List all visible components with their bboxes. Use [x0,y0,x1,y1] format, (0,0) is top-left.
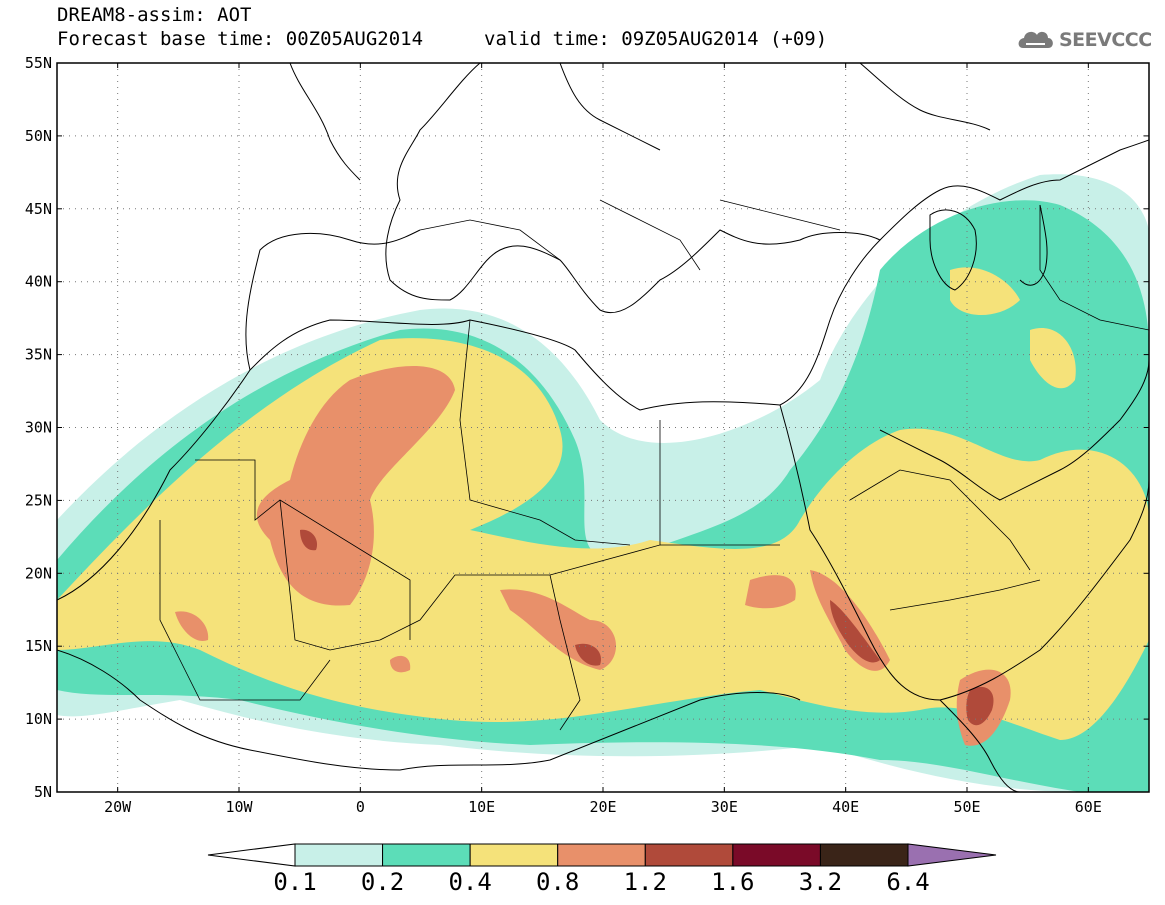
lon-tick-label: 10E [468,798,495,816]
lat-tick-label: 15N [25,637,52,655]
seevccc-logo: SEEVCCC [1059,29,1152,51]
aot-band-1.2 [966,686,994,726]
aot-band-0.8 [745,575,796,609]
lon-tick-label: 10W [225,798,253,816]
cloud-icon [1018,31,1053,48]
colorbar [207,843,997,867]
lat-tick-label: 55N [25,54,52,72]
colorbar-overflow [907,843,997,867]
lon-tick-label: 30E [711,798,738,816]
lat-tick-label: 30N [25,419,52,437]
colorbar-level-label: 0.8 [536,868,580,896]
lat-tick-label: 25N [25,491,52,509]
lat-tick-label: 10N [25,710,52,728]
colorbar-level-label: 1.6 [711,868,755,896]
base-time-label: Forecast base time: 00Z05AUG2014 [57,28,424,50]
lon-tick-label: 50E [953,798,980,816]
colorbar-swatch [294,843,384,867]
colorbar-swatch [557,843,646,867]
longitude-axis: 20W 10W 0 10E 20E 30E 40E 50E 60E [104,63,1102,816]
lon-tick-label: 60E [1075,798,1102,816]
colorbar-swatch [819,843,909,867]
colorbar-level-label: 3.2 [798,868,843,896]
aot-band-1.2 [575,643,601,666]
valid-time-label: valid time: 09Z05AUG2014 (+09) [484,28,828,50]
aot-band-1.2 [300,529,318,551]
colorbar-swatch [382,843,471,867]
aot-band-0.8 [390,655,411,673]
country-borders [159,199,1149,731]
lat-tick-label: 45N [25,200,52,218]
lon-tick-label: 0 [356,798,365,816]
colorbar-level-label: 6.4 [886,868,930,896]
colorbar-swatch [469,843,559,867]
coastlines [57,63,1149,792]
colorbar-level-label: 0.1 [273,868,317,896]
map-title: DREAM8-assim: AOT [57,4,252,26]
lat-tick-label: 20N [25,564,52,582]
latitude-axis: 55N 50N 45N 40N 35N 30N 25N 20N 15N 10N 5N [25,54,1149,801]
colorbar-level-label: 1.2 [623,868,667,896]
lat-tick-label: 50N [25,127,52,145]
colorbar-underflow [207,843,296,867]
aot-band-1.2 [830,600,880,663]
colorbar-swatch [644,843,734,867]
colorbar-swatch [732,843,821,867]
lat-tick-label: 5N [34,783,52,801]
colorbar-level-label: 0.2 [360,868,405,896]
lat-tick-label: 35N [25,346,52,364]
lat-tick-label: 40N [25,273,52,291]
lon-tick-label: 20W [104,798,132,816]
aot-band-0.4 [1030,328,1076,389]
aot-band-0.8 [175,611,209,641]
lon-tick-label: 40E [832,798,859,816]
colorbar-level-label: 0.4 [448,868,492,896]
lon-tick-label: 20E [589,798,616,816]
